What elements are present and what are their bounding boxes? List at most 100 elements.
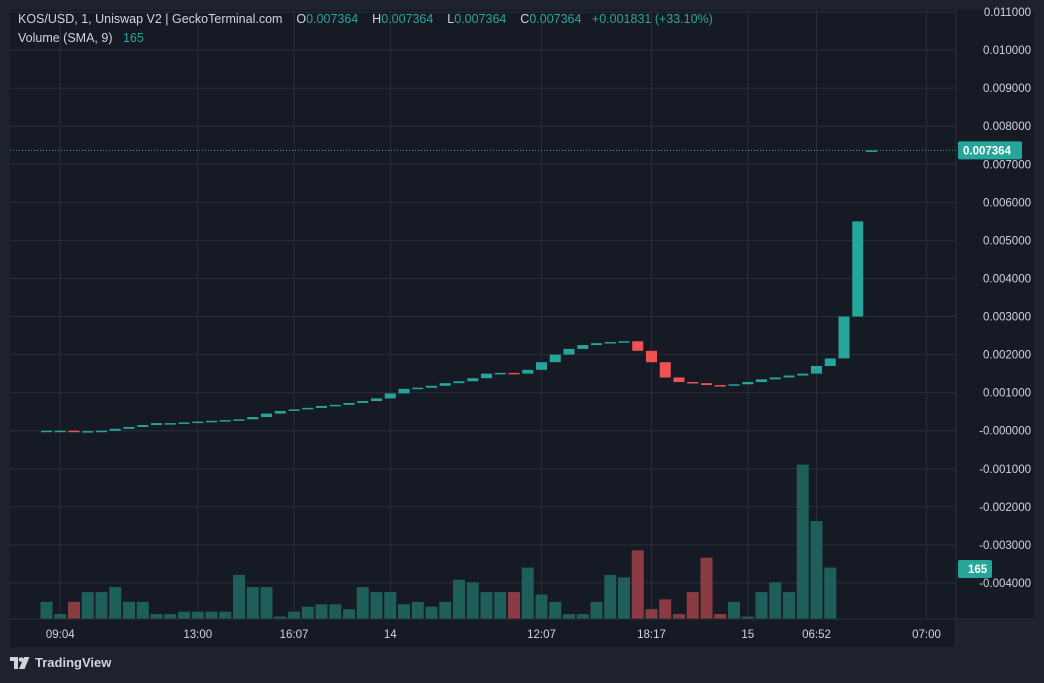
volume-bar	[521, 567, 534, 619]
candle	[247, 417, 259, 420]
price-tick-label: 0.003000	[983, 312, 1031, 324]
candle	[233, 419, 245, 421]
candle	[563, 348, 575, 355]
candle	[109, 428, 121, 431]
time-tick-label: 12:07	[527, 629, 556, 641]
candle	[852, 221, 864, 317]
volume-bar	[508, 592, 520, 619]
volume-bar	[769, 582, 782, 619]
tradingview-branding[interactable]: TradingView	[10, 655, 111, 670]
volume-bar	[233, 574, 245, 619]
candle	[288, 409, 300, 411]
price-tick-label: 0.010000	[983, 45, 1031, 57]
volume-bar	[728, 601, 740, 619]
volume-row: Volume (SMA, 9) 165	[18, 29, 713, 48]
candle	[632, 341, 644, 351]
volume-bar	[150, 614, 163, 619]
symbol-title[interactable]: KOS/USD, 1, Uniswap V2 | GeckoTerminal.c…	[18, 12, 283, 26]
candle	[769, 377, 781, 380]
volume-indicator-label[interactable]: Volume (SMA, 9)	[18, 31, 113, 45]
candle	[302, 407, 314, 410]
candle	[137, 425, 149, 427]
volume-bar	[123, 601, 135, 619]
candle	[41, 430, 52, 433]
volume-bar	[494, 592, 507, 619]
volume-bar	[205, 611, 218, 619]
last-price-badge: 0.007364	[958, 141, 1022, 160]
open-value: 0.007364	[306, 12, 359, 26]
candle	[96, 430, 107, 433]
candle	[178, 422, 190, 424]
volume-bar	[714, 614, 727, 619]
time-axis[interactable]: 09:04 13:00 16:07 14 12:07 18:17 15 06:52 07:00	[46, 629, 941, 641]
volume-bar	[741, 616, 754, 619]
tradingview-logo-icon	[10, 656, 30, 669]
volume-badge: 165	[958, 560, 992, 578]
low-value: 0.007364	[454, 12, 507, 26]
candle	[439, 383, 451, 386]
price-axis[interactable]: 0.011000 0.010000 0.009000 0.008000 0.007000…	[979, 7, 1031, 590]
candle	[261, 413, 272, 418]
volume-bar	[590, 601, 603, 619]
candle	[481, 373, 492, 379]
candle	[783, 375, 795, 378]
candle	[687, 382, 699, 384]
close-value: 0.007364	[529, 12, 582, 26]
volume-bar	[618, 577, 630, 619]
volume-bar	[398, 604, 410, 619]
candle	[151, 423, 162, 426]
candle	[591, 343, 602, 346]
volume-bar	[535, 594, 548, 619]
volume-bar	[178, 611, 190, 619]
volume-bar	[109, 587, 122, 619]
volume-bar	[466, 582, 479, 619]
price-tick-label: 0.009000	[983, 83, 1031, 95]
candle	[206, 420, 217, 423]
candles	[41, 150, 877, 433]
time-tick-label: 15	[741, 629, 754, 641]
volume-bar	[219, 611, 232, 619]
time-tick-label: 06:52	[802, 629, 831, 641]
volume-bar	[356, 587, 369, 619]
high-value: 0.007364	[381, 12, 434, 26]
volume-axis-label: 165	[968, 564, 988, 576]
candle	[618, 341, 630, 343]
price-tick-label: 0.006000	[983, 197, 1031, 209]
volume-bar	[81, 592, 94, 619]
candle	[866, 150, 877, 152]
volume-bar	[673, 614, 685, 619]
volume-bar	[95, 592, 108, 619]
candle	[742, 382, 754, 385]
candle	[54, 430, 66, 433]
volume-bar	[700, 557, 713, 619]
price-tick-label: -0.004000	[979, 578, 1031, 590]
candle	[838, 316, 850, 359]
price-tick-label: -0.001000	[979, 464, 1031, 476]
candle	[797, 373, 809, 376]
candle	[82, 431, 94, 433]
volume-bar	[563, 614, 575, 619]
time-axis-background	[10, 619, 956, 647]
volume-bar	[370, 592, 383, 619]
time-tick-label: 09:04	[46, 629, 75, 641]
candle	[192, 421, 204, 424]
volume-bar	[246, 587, 259, 619]
candle	[453, 381, 465, 384]
candle	[811, 366, 822, 374]
price-tick-label: 0.004000	[983, 273, 1031, 285]
volume-bar	[686, 592, 699, 619]
volume-bar	[191, 611, 204, 619]
price-tick-label: -0.002000	[979, 502, 1031, 514]
price-tick-label: -0.003000	[979, 540, 1031, 552]
volume-bar	[301, 606, 314, 619]
candle	[316, 405, 327, 408]
volume-bar	[329, 604, 342, 619]
high-label: H	[372, 12, 382, 26]
candle	[659, 362, 671, 378]
candle	[824, 358, 836, 367]
volume-bar	[824, 567, 837, 619]
candle	[398, 388, 410, 394]
candle	[384, 393, 396, 399]
volume-bar	[274, 616, 287, 619]
